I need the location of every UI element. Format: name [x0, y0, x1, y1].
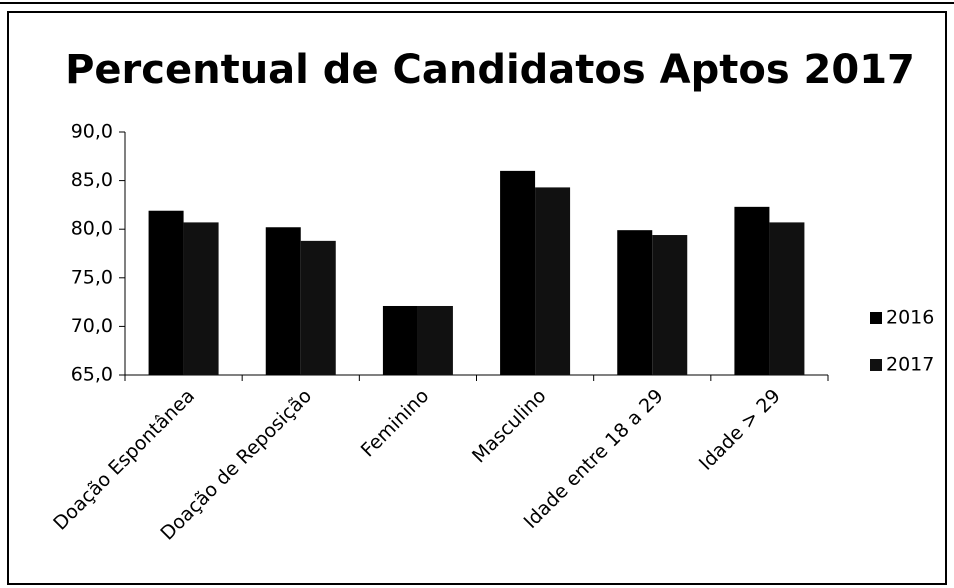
bar [652, 235, 688, 375]
x-tick-label: Idade > 29 [695, 385, 785, 475]
y-tick-label: 85,0 [71, 169, 113, 191]
x-tick-label: Masculino [468, 385, 550, 467]
y-tick-label: 80,0 [71, 218, 113, 240]
chart-title: Percentual de Candidatos Aptos 2017 [65, 47, 915, 93]
y-tick-label: 75,0 [71, 266, 113, 288]
legend-swatch [870, 312, 882, 324]
bar [183, 222, 219, 375]
bar [769, 222, 805, 375]
y-tick-label: 90,0 [71, 121, 113, 143]
bar [382, 305, 418, 375]
bar [500, 170, 536, 375]
bar [734, 206, 770, 375]
chart-frame [7, 11, 947, 585]
bar [417, 305, 453, 375]
y-tick-label: 70,0 [71, 315, 113, 337]
bar [535, 187, 571, 375]
legend-swatch [870, 359, 882, 371]
bar [300, 240, 336, 375]
bar [148, 210, 184, 375]
x-tick-label: Feminino [357, 385, 434, 462]
y-tick-label: 65,0 [71, 364, 113, 386]
legend-label: 2017 [886, 354, 934, 376]
bar [265, 227, 301, 375]
bar [617, 230, 653, 375]
legend-label: 2016 [886, 307, 934, 329]
